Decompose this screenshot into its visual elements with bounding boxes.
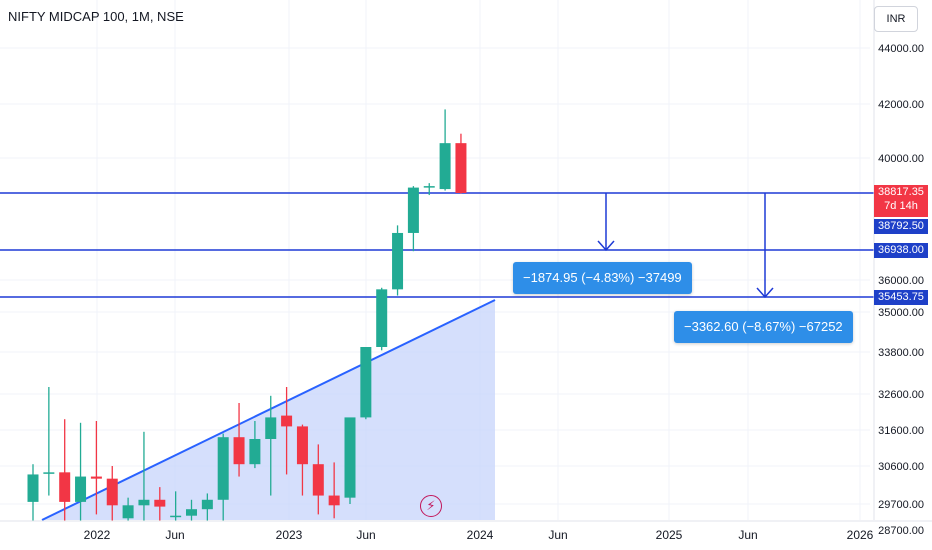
candle-body [296,426,308,465]
flash-icon[interactable]: ⚡ [420,495,442,517]
candle-body [439,143,451,190]
candle-body [201,499,213,510]
candle-body [154,499,166,507]
candle-body [217,437,229,500]
candle-body [265,417,277,439]
candle-body [186,509,197,516]
candle-body [75,476,87,502]
candle-body [407,187,419,233]
y-tick-label: 29700.00 [878,499,924,511]
y-tick-label: 44000.00 [878,43,924,55]
x-tick-label: Jun [356,528,375,542]
candle-body [328,495,340,506]
candle-body [392,232,404,290]
measure-label-2: −3362.60 (−8.67%) −67252 [674,311,853,343]
currency-button[interactable]: INR [874,6,918,32]
y-axis: 44000.00 42000.00 40000.00 36000.00 35000.00… [873,0,924,537]
last-price-label: 38817.35 7d 14h [874,185,928,217]
y-tick-label: 36000.00 [878,275,924,287]
symbol-title: NIFTY MIDCAP 100, 1M, NSE [8,9,184,24]
x-tick-label: Jun [165,528,184,542]
candle-body [106,478,118,506]
last-price-value: 38817.35 [878,186,924,198]
price-label-38792: 38792.50 [874,219,928,234]
x-tick-label: 2024 [467,528,494,542]
candle-body [43,472,55,474]
x-tick-label: 2023 [276,528,303,542]
last-price-countdown: 7d 14h [884,200,918,212]
y-tick-label: 40000.00 [878,153,924,165]
candle-body [138,499,150,506]
price-label-36938: 36938.00 [874,243,928,258]
y-tick-label: 35000.00 [878,307,924,319]
horizontal-lines[interactable] [0,192,874,298]
y-tick-label: 32600.00 [878,389,924,401]
y-tick-label: 42000.00 [878,99,924,111]
candle-body [90,476,102,479]
price-label-35453: 35453.75 [874,290,928,305]
candle-body [455,143,467,193]
candle-body [344,417,356,498]
measure-arrows [597,193,774,299]
candle-body [360,347,372,418]
candle-body [59,472,71,502]
x-tick-label: 2022 [84,528,111,542]
x-tick-label: 2026 [847,528,874,542]
y-tick-label: 28700.00 [878,525,924,537]
y-tick-label: 31600.00 [878,425,924,437]
candles [27,109,467,521]
candle-body [281,415,293,427]
y-tick-label: 30600.00 [878,461,924,473]
arrow-head [597,240,615,252]
candle-body [233,437,245,465]
x-tick-label: Jun [548,528,567,542]
x-tick-label: 2025 [656,528,683,542]
candle-body [423,186,435,188]
candle-body [170,515,182,518]
candle-body [27,474,39,502]
candle-body [122,505,134,519]
arrow-head [756,287,774,299]
x-tick-label: Jun [738,528,757,542]
measure-label-1: −1874.95 (−4.83%) −37499 [513,262,692,294]
x-axis: 2022 Jun 2023 Jun 2024 Jun 2025 Jun 2026 [0,520,932,542]
candle-body [376,289,388,347]
y-tick-label: 33800.00 [878,347,924,359]
candle-body [249,439,261,465]
candle-body [312,464,324,496]
